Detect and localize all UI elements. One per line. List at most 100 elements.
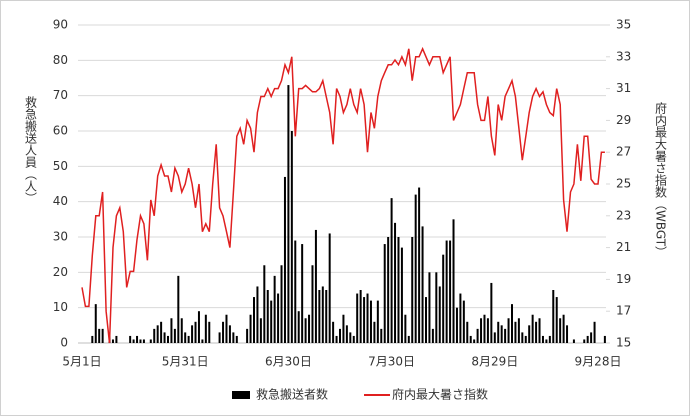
bar (438, 286, 441, 343)
bar (511, 304, 513, 343)
bar (349, 332, 352, 343)
x-tick-label: 7月30日 (368, 355, 415, 369)
bar (132, 339, 135, 343)
x-tick-label: 9月28日 (575, 355, 622, 369)
bar (263, 265, 266, 343)
bar (197, 311, 200, 343)
bar (411, 237, 414, 343)
bar (356, 293, 359, 343)
bar (380, 328, 383, 343)
y2-tick-label: 33 (616, 49, 631, 63)
y-tick-label: 30 (53, 230, 68, 244)
bar (160, 321, 163, 343)
bar (297, 311, 300, 343)
bar (507, 318, 510, 343)
bar (342, 314, 345, 343)
bar (232, 332, 235, 343)
bar (590, 332, 593, 343)
bar (583, 339, 586, 343)
bar (524, 335, 527, 343)
bar (273, 275, 276, 343)
bar (538, 318, 541, 343)
y-tick-label: 40 (53, 194, 68, 208)
bar (283, 176, 286, 343)
bar (163, 332, 166, 343)
bar (363, 297, 366, 343)
line (81, 46, 605, 344)
bar (541, 335, 544, 343)
bar (394, 222, 397, 343)
bar (531, 314, 534, 343)
bar (421, 226, 424, 343)
bar (548, 335, 551, 343)
bar (359, 290, 362, 343)
bar (335, 335, 338, 343)
bar (149, 339, 152, 343)
x-tick-label: 5月31日 (162, 355, 209, 369)
y2-tick-label: 17 (616, 304, 631, 318)
bar (101, 328, 104, 343)
bar (397, 237, 400, 343)
bar (376, 300, 379, 343)
bar (497, 321, 500, 343)
bar (521, 332, 524, 343)
bar (555, 297, 558, 343)
bar (545, 339, 548, 343)
bar (400, 247, 403, 343)
bar (177, 275, 180, 343)
bar (311, 265, 314, 343)
y-tick-label: 90 (53, 18, 68, 32)
bar (187, 335, 190, 343)
legend-swatch (232, 391, 250, 399)
x-tick-label: 8月29日 (471, 355, 518, 369)
bar (222, 321, 225, 343)
bar (259, 318, 262, 343)
bar (373, 321, 376, 343)
bar (535, 321, 538, 343)
bar (142, 339, 145, 343)
bar (476, 328, 479, 343)
bar (208, 321, 211, 343)
bar (266, 290, 269, 343)
bar (452, 219, 455, 343)
legend-label: 府内最大暑さ指数 (392, 387, 488, 402)
bar (170, 318, 173, 343)
bar (586, 335, 589, 343)
bar (332, 321, 335, 343)
bar (480, 318, 483, 343)
bar (552, 290, 555, 343)
bar (318, 290, 321, 343)
bar (483, 314, 486, 343)
bar (256, 286, 259, 343)
bar (562, 314, 565, 343)
bar (369, 300, 372, 343)
bar (225, 314, 228, 343)
bar (387, 237, 390, 343)
bar (180, 318, 183, 343)
bar (383, 244, 386, 343)
bar (462, 300, 465, 343)
bar (442, 254, 445, 343)
bar (129, 335, 132, 343)
bar (167, 335, 169, 343)
x-tick-label: 5月1日 (62, 355, 101, 369)
y-tick-label: 60 (53, 124, 68, 138)
bar (246, 328, 249, 343)
y-tick-label: 10 (53, 300, 68, 314)
bar (314, 229, 317, 343)
bar (308, 314, 311, 343)
bar (321, 286, 324, 343)
bar (566, 325, 569, 343)
bar (201, 339, 204, 343)
bar (111, 339, 114, 343)
bar (153, 328, 156, 343)
bar (352, 335, 355, 343)
bar (390, 198, 393, 343)
bar (466, 321, 469, 343)
bar (228, 325, 231, 343)
bar (301, 244, 304, 343)
bar (425, 297, 427, 343)
bar (593, 321, 596, 343)
y-tick-label: 50 (53, 159, 68, 173)
